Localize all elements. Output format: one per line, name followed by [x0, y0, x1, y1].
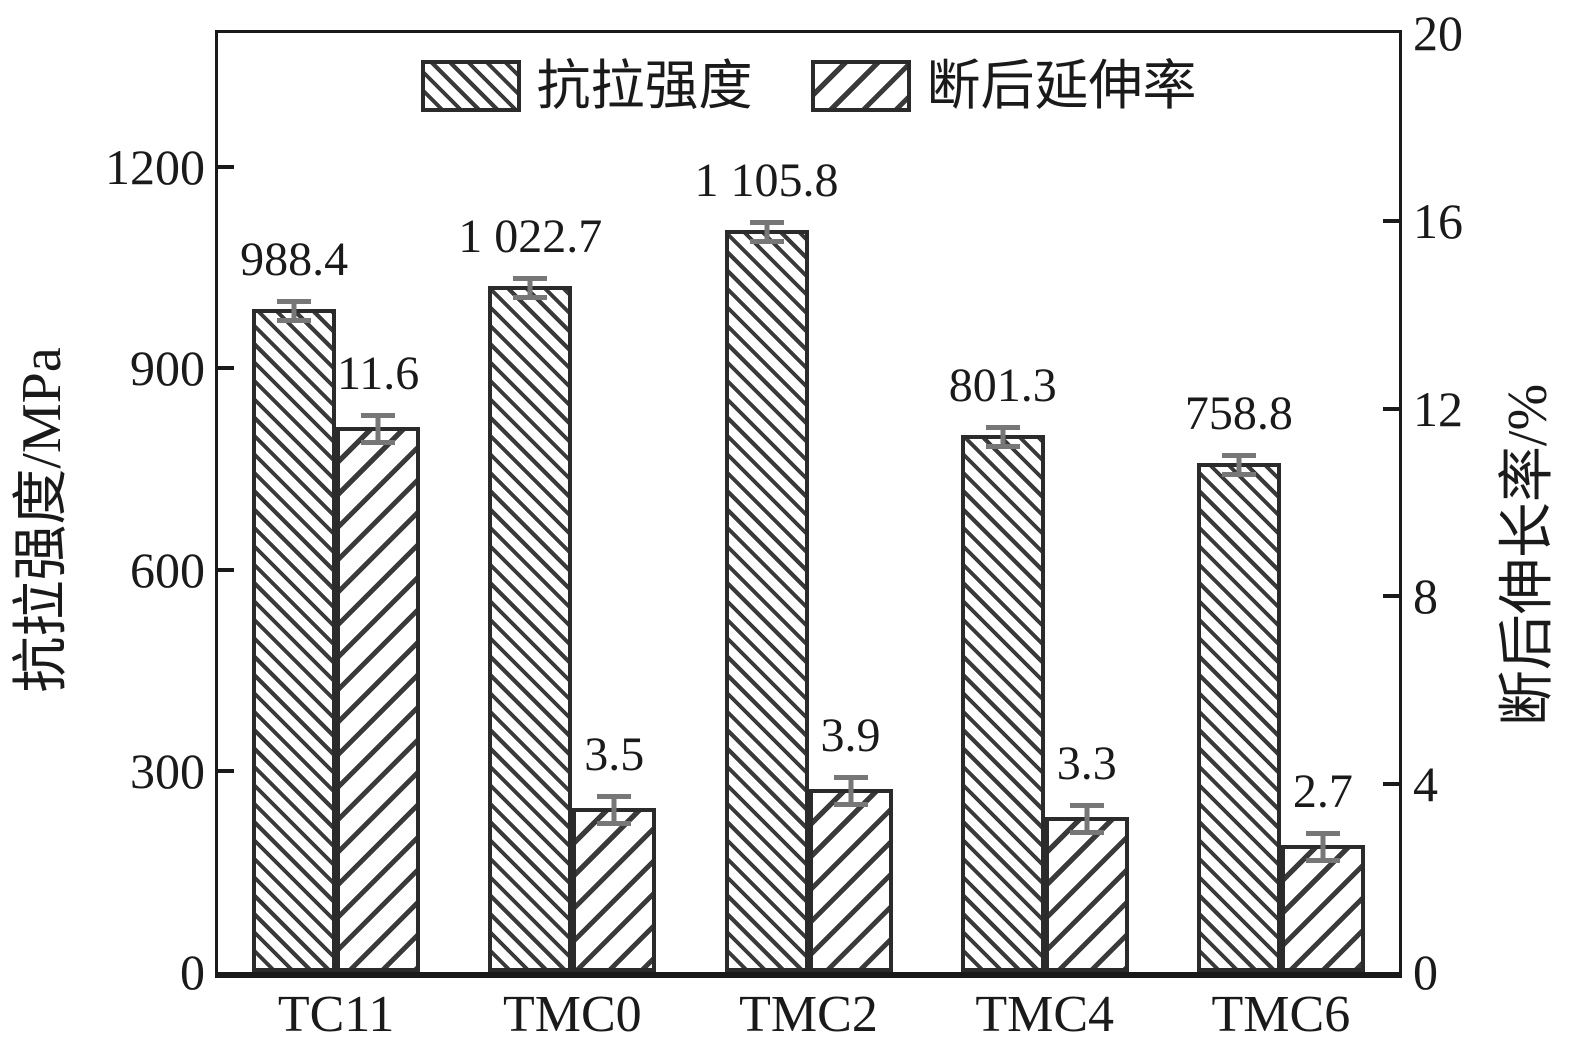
error-bar-stem — [1236, 453, 1242, 477]
legend-item-elongation: 断后延伸率 — [810, 56, 1197, 116]
tensile-strength-hatch-swatch-icon — [420, 60, 521, 112]
bar-elongation-TMC6 — [1280, 831, 1365, 972]
bar-tensile-strength-TMC4 — [960, 425, 1045, 972]
left-axis-title: 抗拉强度/MPa — [11, 347, 73, 693]
x-axis-label-TMC0: TMC0 — [502, 986, 642, 1043]
error-bar-cap-bottom — [1069, 830, 1104, 835]
error-bar-cap-top — [597, 794, 632, 799]
error-bar-cap-top — [1305, 831, 1340, 836]
error-bar-cap-bottom — [277, 318, 312, 323]
error-bar-cap-bottom — [833, 802, 868, 807]
bar-tensile-strength-TMC0 — [488, 276, 573, 972]
error-bar-elongation-TC11 — [361, 413, 396, 445]
left-axis-tick-label-1200: 1200 — [105, 139, 205, 196]
error-bar-elongation-TMC0 — [597, 794, 632, 826]
error-bar-stem — [375, 413, 381, 445]
error-bar-stem — [1000, 425, 1006, 449]
right-axis-tick-12 — [1383, 406, 1399, 411]
bar-tensile-strength-TMC2 — [724, 220, 809, 972]
left-axis-tick-label-300: 300 — [130, 742, 205, 799]
elongation-hatch-swatch-icon — [810, 60, 911, 112]
left-axis-tick-label-900: 900 — [130, 340, 205, 397]
legend-item-tensile-strength: 抗拉强度 — [420, 56, 753, 116]
value-label-tensile-strength-TMC0: 1 022.7 — [458, 210, 603, 264]
error-bar-stem — [848, 775, 853, 807]
error-bar-stem — [1320, 831, 1326, 863]
right-axis-tick-16 — [1383, 218, 1399, 223]
left-axis-tick-label-0: 0 — [180, 944, 205, 1000]
bar-tensile-strength-TMC6 — [1196, 453, 1281, 972]
x-axis-label-TC11: TC11 — [277, 986, 395, 1043]
x-axis-label-TMC4: TMC4 — [975, 986, 1115, 1043]
value-label-elongation-TMC0: 3.5 — [584, 728, 645, 782]
error-bar-cap-bottom — [513, 295, 548, 300]
x-axis-label-TMC2: TMC2 — [739, 986, 878, 1043]
error-bar-stem — [611, 794, 617, 826]
left-axis-tick-1200 — [218, 165, 234, 170]
error-bar-elongation-TMC2 — [833, 775, 868, 807]
error-bar-stem — [291, 299, 297, 323]
error-bar-cap-top — [985, 425, 1020, 430]
bar-elongation-TMC0 — [572, 794, 657, 972]
error-bar-tensile-strength-TMC0 — [513, 276, 548, 300]
right-axis-tick-label-12: 12 — [1413, 380, 1463, 437]
right-axis-tick-label-8: 8 — [1413, 568, 1438, 625]
left-axis-tick-900 — [218, 366, 234, 371]
error-bar-tensile-strength-TMC4 — [985, 425, 1020, 449]
error-bar-cap-bottom — [1221, 472, 1256, 477]
error-bar-stem — [764, 220, 769, 244]
error-bar-cap-top — [513, 276, 548, 281]
error-bar-stem — [1084, 803, 1090, 835]
right-axis-tick-label-4: 4 — [1413, 756, 1438, 813]
error-bar-cap-bottom — [1305, 858, 1340, 863]
error-bar-stem — [527, 276, 533, 300]
right-axis-tick-label-0: 0 — [1413, 944, 1438, 1000]
error-bar-cap-bottom — [749, 239, 784, 244]
right-axis-tick-4 — [1383, 782, 1399, 787]
value-label-tensile-strength-TMC4: 801.3 — [948, 359, 1057, 413]
bar-elongation-TC11 — [336, 413, 421, 972]
right-axis-tick-label-20: 20 — [1413, 5, 1463, 61]
error-bar-elongation-TMC4 — [1069, 803, 1104, 835]
right-axis-tick-8 — [1383, 594, 1399, 599]
error-bar-cap-top — [1221, 453, 1256, 458]
value-label-elongation-TC11: 11.6 — [336, 347, 420, 401]
bar-tensile-strength-TC11 — [252, 299, 337, 972]
error-bar-cap-bottom — [985, 444, 1020, 449]
bar-elongation-TMC4 — [1044, 803, 1129, 972]
error-bar-elongation-TMC6 — [1305, 831, 1340, 863]
value-label-tensile-strength-TMC2: 1 105.8 — [694, 154, 839, 208]
error-bar-tensile-strength-TMC2 — [749, 220, 784, 244]
plot-area: 抗拉强度 断后延伸率 988.4 11.6 1 022.7 3.5 1 105.8 3.9… — [215, 30, 1402, 978]
x-axis-label-TMC6: TMC6 — [1211, 986, 1351, 1043]
legend-label-elongation: 断后延伸率 — [926, 56, 1197, 116]
error-bar-cap-top — [1069, 803, 1104, 808]
right-axis-title: 断后伸长率/% — [1497, 383, 1559, 727]
value-label-tensile-strength-TMC6: 758.8 — [1184, 387, 1293, 441]
error-bar-cap-top — [749, 220, 784, 225]
value-label-elongation-TMC4: 3.3 — [1056, 737, 1117, 791]
error-bar-tensile-strength-TC11 — [277, 299, 312, 323]
error-bar-cap-bottom — [597, 821, 632, 826]
value-label-elongation-TMC6: 2.7 — [1292, 765, 1353, 819]
error-bar-cap-bottom — [361, 440, 396, 445]
left-axis-tick-300 — [218, 768, 234, 773]
legend-label-tensile-strength: 抗拉强度 — [536, 56, 753, 116]
right-axis-tick-label-16: 16 — [1413, 192, 1463, 249]
error-bar-cap-top — [833, 775, 868, 780]
value-label-tensile-strength-TC11: 988.4 — [240, 233, 349, 287]
error-bar-cap-top — [277, 299, 312, 304]
left-axis-tick-label-600: 600 — [130, 541, 205, 598]
legend: 抗拉强度 断后延伸率 — [218, 59, 1399, 113]
error-bar-tensile-strength-TMC6 — [1221, 453, 1256, 477]
error-bar-cap-top — [361, 413, 396, 418]
left-axis-tick-600 — [218, 567, 234, 572]
bar-elongation-TMC2 — [808, 775, 893, 972]
value-label-elongation-TMC2: 3.9 — [820, 709, 881, 763]
